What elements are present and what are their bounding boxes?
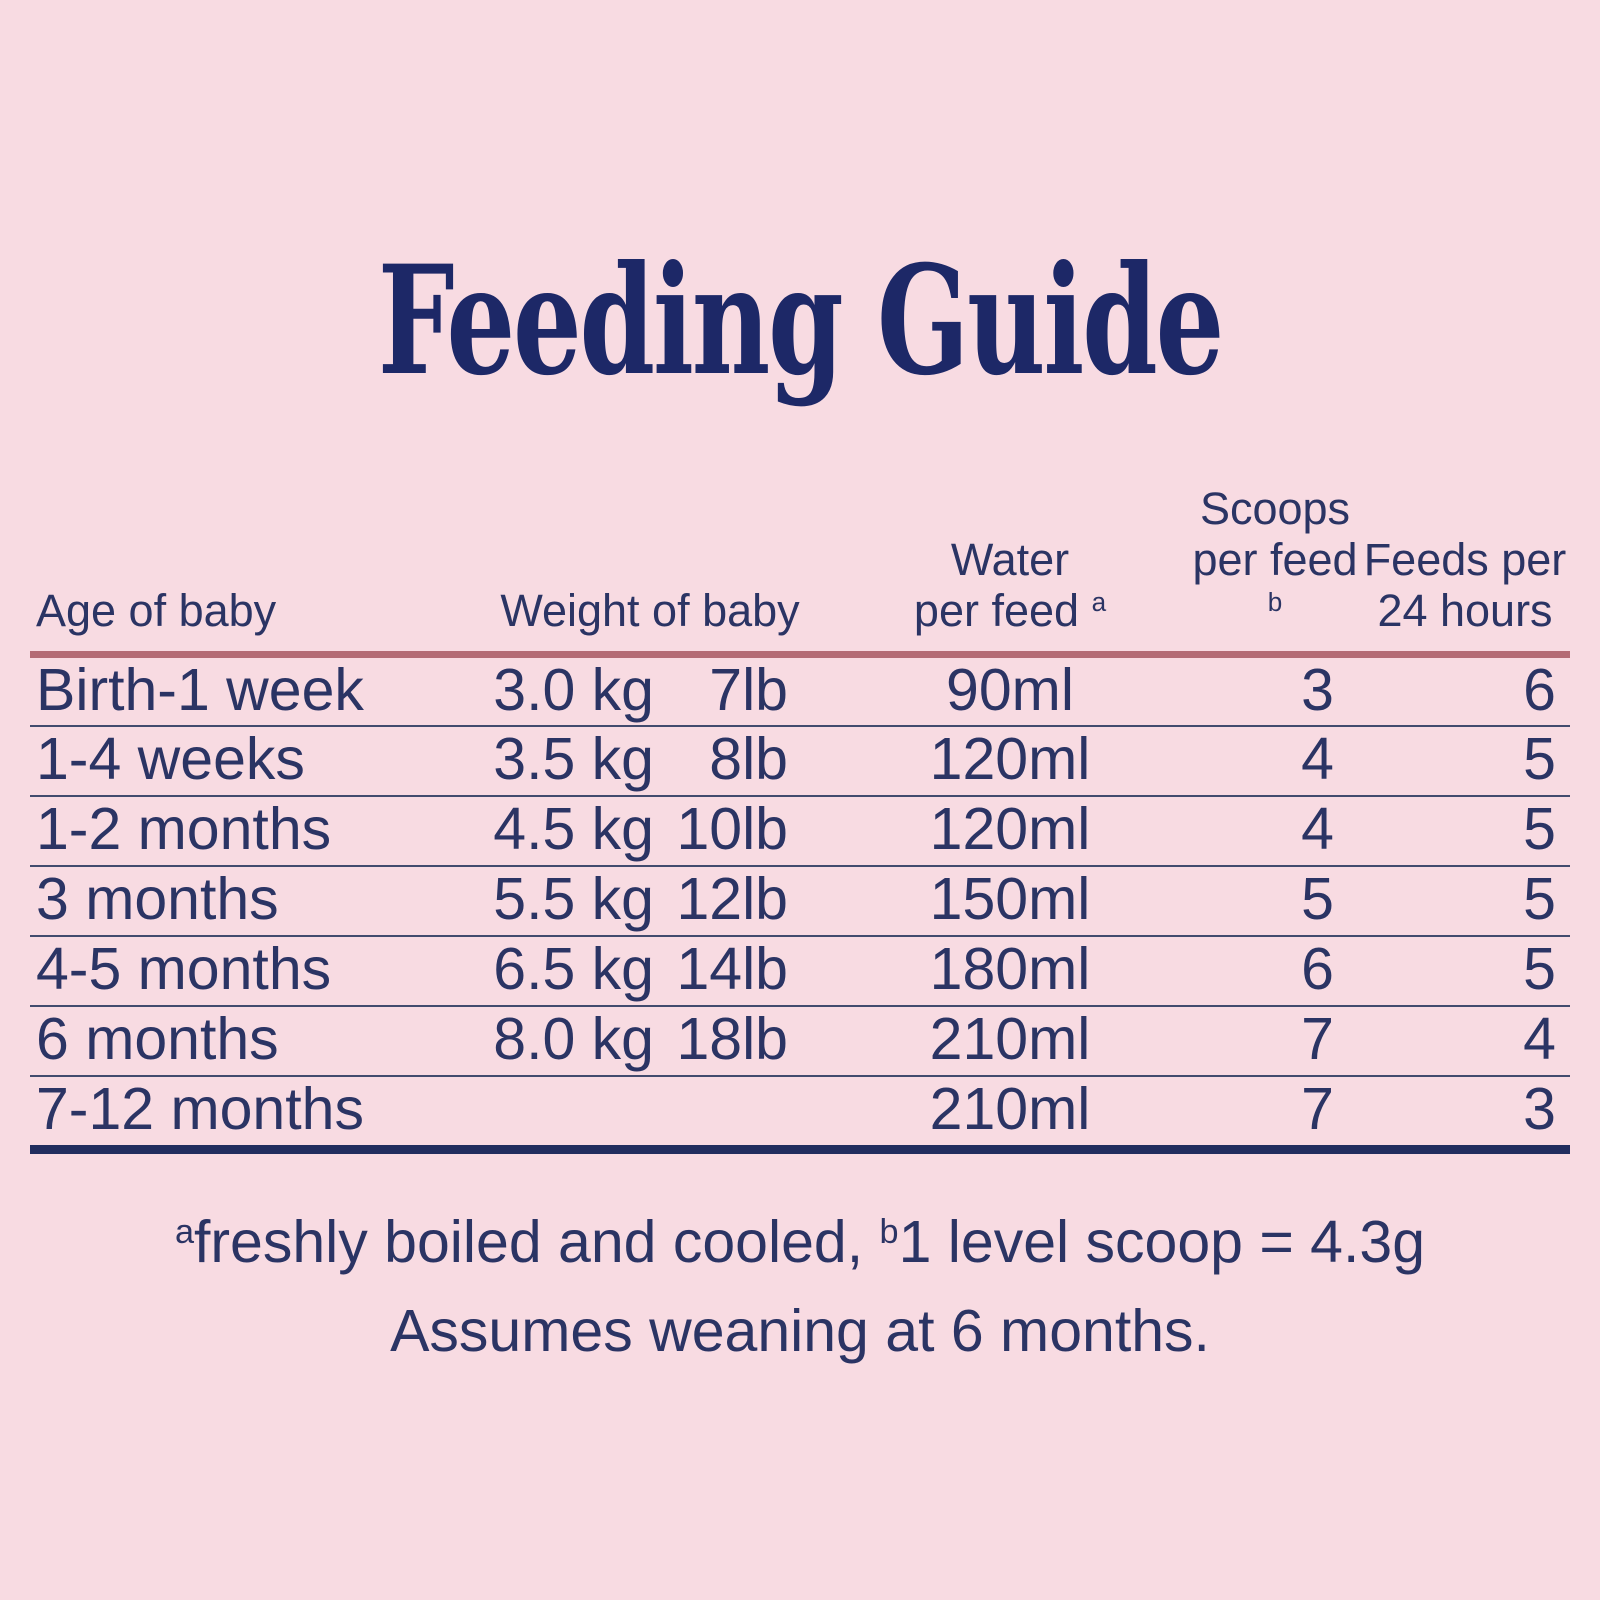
cell-scoops: 7: [1190, 1076, 1360, 1155]
cell-weight-kg: 8.0 kg: [469, 1006, 660, 1078]
header-feeds-line2: 24 hours: [1377, 584, 1553, 636]
cell-age: 1-2 months: [29, 796, 470, 868]
cell-scoops: 4: [1190, 726, 1360, 798]
cell-water: 120ml: [830, 726, 1190, 798]
table-row: 1-2 months 4.5 kg 10lb 120ml 4 5: [29, 796, 1570, 868]
cell-feeds: 6: [1360, 654, 1570, 728]
cell-feeds: 5: [1360, 936, 1570, 1008]
cell-water: 150ml: [830, 866, 1190, 938]
cell-feeds: 5: [1360, 796, 1570, 868]
header-feeds-per-24-hours: Feeds per 24 hours: [1360, 446, 1570, 658]
cell-water: 90ml: [830, 654, 1190, 728]
table-row: 4-5 months 6.5 kg 14lb 180ml 6 5: [29, 936, 1570, 1008]
footnote-text-a: freshly boiled and cooled,: [194, 1209, 880, 1276]
header-scoops-line2: per feed: [1192, 533, 1358, 585]
cell-scoops: 4: [1190, 796, 1360, 868]
cell-feeds: 5: [1360, 866, 1570, 938]
cell-water: 120ml: [830, 796, 1190, 868]
cell-water: 210ml: [830, 1076, 1190, 1155]
header-scoops-line1: Scoops: [1199, 483, 1351, 534]
cell-weight-lb: 12lb: [659, 866, 830, 938]
cell-age: 4-5 months: [29, 936, 470, 1008]
cell-scoops: 3: [1190, 654, 1360, 728]
cell-scoops: 6: [1190, 936, 1360, 1008]
table-row: 6 months 8.0 kg 18lb 210ml 7 4: [29, 1006, 1570, 1078]
cell-age: 3 months: [29, 866, 470, 938]
cell-weight-kg: 4.5 kg: [469, 796, 660, 868]
header-scoops-per-feed: Scoops per feed b: [1190, 446, 1360, 658]
cell-weight-lb: 7lb: [659, 654, 830, 728]
cell-weight-kg: 5.5 kg: [469, 866, 660, 938]
cell-weight-lb: [659, 1076, 830, 1155]
cell-scoops: 7: [1190, 1006, 1360, 1078]
cell-weight-kg: 3.0 kg: [469, 654, 660, 728]
cell-weight-lb: 18lb: [659, 1006, 830, 1078]
cell-weight-kg: 3.5 kg: [469, 726, 660, 798]
cell-weight-lb: 10lb: [659, 796, 830, 868]
footnote-marker-a: a: [1091, 587, 1107, 618]
cell-feeds: 5: [1360, 726, 1570, 798]
table-header-row: Age of baby Weight of baby Water per fee…: [29, 446, 1570, 658]
cell-weight-kg: 6.5 kg: [469, 936, 660, 1008]
header-age-of-baby: Age of baby: [29, 446, 470, 658]
cell-age: 7-12 months: [29, 1076, 470, 1155]
footnote-text-b: 1 level scoop = 4.3g: [898, 1209, 1426, 1276]
footnote-line-1: afreshly boiled and cooled, b1 level sco…: [40, 1210, 1560, 1275]
table-row: Birth-1 week 3.0 kg 7lb 90ml 3 6: [29, 654, 1570, 728]
header-water-per-feed: Water per feed a: [830, 446, 1190, 658]
cell-age: Birth-1 week: [29, 654, 470, 728]
cell-scoops: 5: [1190, 866, 1360, 938]
table-row: 7-12 months 210ml 7 3: [29, 1076, 1570, 1155]
cell-water: 180ml: [830, 936, 1190, 1008]
header-weight-of-baby: Weight of baby: [469, 446, 830, 658]
cell-weight-kg: [469, 1076, 660, 1155]
footnote-line-2: Assumes weaning at 6 months.: [390, 1297, 1210, 1364]
feeding-guide-table: Age of baby Weight of baby Water per fee…: [29, 446, 1570, 1155]
cell-weight-lb: 8lb: [659, 726, 830, 798]
cell-age: 1-4 weeks: [29, 726, 470, 798]
header-water-line1: Water: [950, 533, 1070, 585]
cell-water: 210ml: [830, 1006, 1190, 1078]
header-water-line2: per feed: [913, 584, 1080, 636]
cell-feeds: 4: [1360, 1006, 1570, 1078]
footnote-marker-b: b: [1267, 587, 1283, 618]
table-row: 3 months 5.5 kg 12lb 150ml 5 5: [29, 866, 1570, 938]
footnote-marker-a: a: [174, 1213, 195, 1252]
cell-weight-lb: 14lb: [659, 936, 830, 1008]
cell-feeds: 3: [1360, 1076, 1570, 1155]
table-row: 1-4 weeks 3.5 kg 8lb 120ml 4 5: [29, 726, 1570, 798]
footnote-marker-b: b: [879, 1213, 899, 1252]
cell-age: 6 months: [29, 1006, 470, 1078]
header-feeds-line1: Feeds per: [1363, 533, 1567, 585]
page-title: Feeding Guide: [377, 233, 1224, 409]
